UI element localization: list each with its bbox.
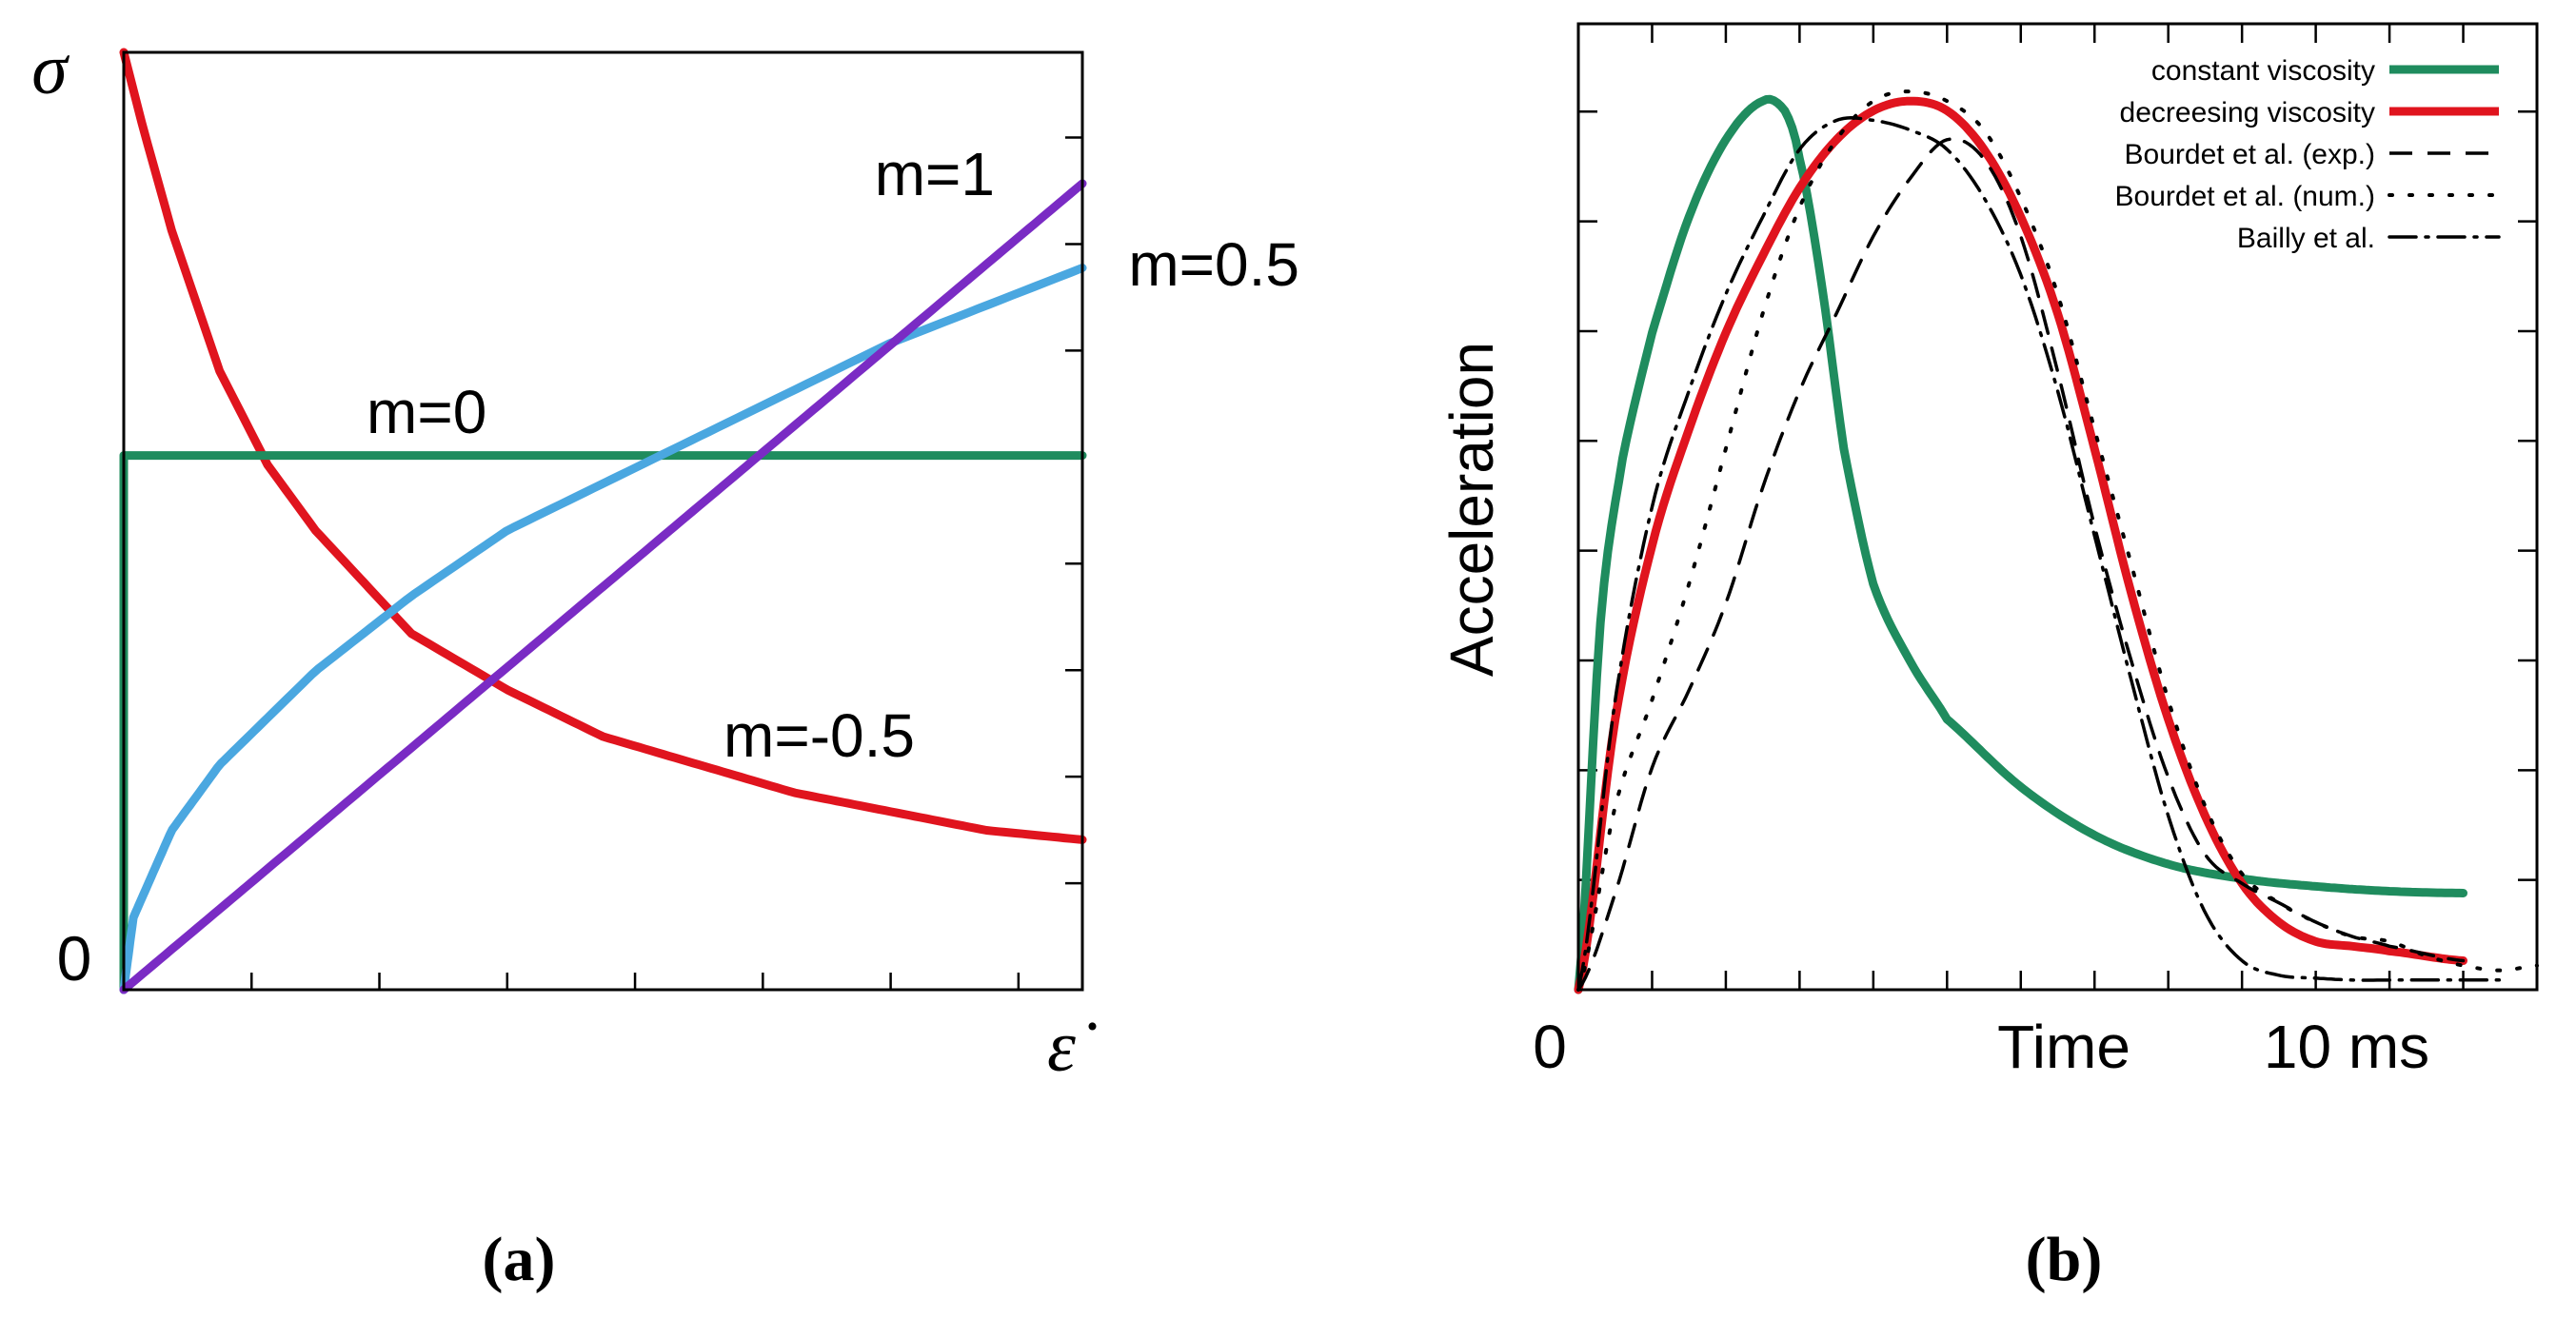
series-line-m-1 [119, 179, 1087, 994]
panel-b-series [1574, 89, 2539, 994]
series-line-bourdet-et-al.-num. [1576, 89, 2539, 992]
panel-b-y-ticks [1578, 110, 2537, 881]
panel-b-x-axis-label: Time [1997, 1013, 2130, 1081]
panel-a-plot-frame [122, 50, 1084, 992]
series-line-constant-viscosity [1574, 94, 2467, 994]
panel-b: Acceleration 0 Time 10 ms constant visco… [1437, 22, 2539, 1294]
series-line-m-0.5 [119, 48, 1087, 844]
series-line-bourdet-et-al.-exp. [1576, 137, 2466, 992]
panel-b-legend: constant viscosity decreesing viscosity … [2115, 55, 2501, 254]
panel-b-caption: (b) [2026, 1225, 2103, 1294]
legend-label: Bourdet et al. (num.) [2115, 181, 2375, 212]
panel-b-x-end-label: 10 ms [2264, 1013, 2429, 1081]
series-label-m-1: m=1 [875, 140, 995, 208]
panel-b-y-axis-label: Acceleration [1437, 342, 1506, 677]
legend-label: Bourdet et al. (exp.) [2125, 139, 2375, 170]
panel-a-caption: (a) [483, 1225, 556, 1294]
legend-label: decreesing viscosity [2120, 97, 2375, 128]
series-line-m-0.5 [119, 264, 1087, 994]
series-label-m-0: m=0 [367, 378, 486, 446]
series-line-decreesing-viscosity [1574, 96, 2467, 994]
series-label-m-neg-0.5: m=-0.5 [723, 701, 915, 770]
legend-label: Bailly et al. [2237, 223, 2375, 254]
legend-label: constant viscosity [2151, 55, 2375, 87]
panel-b-plot-frame [1576, 22, 2539, 992]
series-line-bailly-et-al. [1576, 116, 2503, 992]
panel-a-x-ticks [250, 973, 1020, 990]
panel-b-x-zero-label: 0 [1533, 1013, 1567, 1081]
panel-a-y-ticks [1065, 136, 1082, 885]
panel-a-x-axis-label: ε̇ [1047, 1007, 1097, 1087]
panel-a-y-zero-label: 0 [57, 923, 92, 994]
panel-a-y-axis-label: σ [31, 30, 69, 109]
series-label-m-0.5: m=0.5 [1128, 230, 1299, 299]
panel-a: σ 0 ε̇ m=1 m=0.5 m=0 m=-0.5 (a) [31, 30, 1299, 1294]
